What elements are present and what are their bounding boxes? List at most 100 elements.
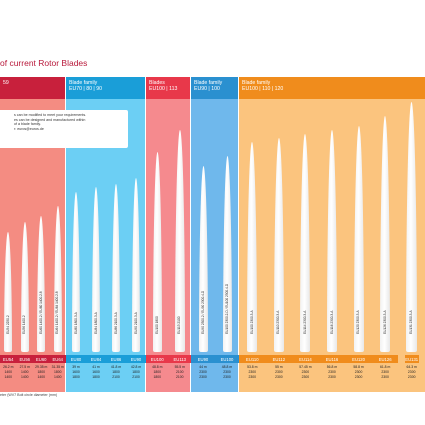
note-line: es can be designed and manufactured with… [14, 117, 86, 122]
blade-model: EU80 [66, 355, 86, 363]
blade-label: EU100 2300.2-D / EU100 2300.4-D [224, 283, 229, 334]
blade-label: EU116 2300.3-A [329, 310, 334, 334]
page-title: of current Rotor Blades [0, 58, 88, 68]
blade-label: EU100 2300.3-A [249, 310, 254, 334]
blade-spec: 2300 [223, 370, 231, 374]
blade-label: EU120 2300.3-A [356, 310, 361, 334]
blade-model: EU116 [318, 355, 346, 363]
rotor-blade [198, 166, 208, 352]
blade-label: EU110 2300.3-A [276, 310, 281, 334]
blade-spec: 2100 [175, 370, 184, 374]
rotor-blade [353, 126, 364, 352]
rotor-blade [247, 142, 258, 352]
blade-spec: 2100 [175, 375, 184, 379]
blade-label: EU131 2300.3-A [409, 310, 414, 334]
blade-spec: 2300 [199, 375, 207, 379]
blade-spec: 1800 [112, 370, 120, 374]
rotor-blade [174, 130, 185, 352]
blade-label: EU56 1400.2 [22, 315, 27, 334]
blade-spec: 1400 [4, 375, 13, 379]
blade-spec: 2100 [112, 375, 120, 379]
blade-spec: 1800 [53, 370, 62, 374]
blade-spec: 2300 [248, 375, 257, 379]
blade-model: EU131 [404, 355, 419, 363]
rotor-blade [300, 134, 311, 352]
blade-family-header: Blades EU100 | 113 [146, 77, 191, 99]
blade-family-title: 59 [3, 79, 9, 86]
blade-label: EU86 2100.3-A [113, 312, 118, 334]
blade-family-header: Blade family EU100 | 110 | 120 [239, 77, 425, 99]
blade-spec: 1400 [4, 370, 13, 374]
blade-family-models: EU100 | 110 | 120 [242, 85, 284, 92]
blade-spec: 2300 [407, 375, 416, 379]
blade-model: EU64 [48, 355, 67, 363]
blade-label: EU90 2300.2 / EU90 2300.4-D [200, 290, 205, 334]
rotor-blade [72, 192, 80, 352]
footer-note: eter (WV7 Bolt circle diameter (mm) [0, 393, 58, 397]
blade-model: EU84 [86, 355, 106, 363]
blade-spec: 2300 [381, 375, 389, 379]
blade-spec: 1400 [20, 375, 29, 379]
rotor-blade [112, 184, 120, 352]
rotor-blade [222, 156, 232, 352]
blade-spec: 39 m [72, 365, 80, 369]
blade-family-title: Blade family [242, 79, 271, 86]
blade-spec: 2300 [199, 370, 207, 374]
blade-spec: 26.2 m [3, 365, 14, 369]
blade-spec: 2300 [275, 375, 283, 379]
blade-model: EU100 [146, 355, 169, 363]
blade-spec: 42.8 m [130, 365, 142, 369]
info-note: s can be modified to meet your requireme… [0, 110, 128, 148]
blade-label: EU113 2100 [177, 316, 182, 335]
blade-family-models: EU70 | 80 | 90 [69, 85, 102, 92]
blade-spec: 1400 [20, 370, 29, 374]
blade-label: EU100 1800 [154, 316, 159, 334]
blade-spec: 1800 [132, 370, 140, 374]
rotor-blade [152, 152, 162, 352]
blade-label: EU114 2300.3-A [302, 310, 307, 334]
note-line: r: euros@euros.de [14, 126, 44, 131]
blade-label: EU90 2100.3-A [133, 312, 138, 334]
note-line: of a blade family. [14, 122, 41, 127]
blade-model: EU86 [106, 355, 126, 363]
blade-model: EU114 [292, 355, 319, 363]
blade-spec: 29.35 m [35, 365, 48, 369]
blade-model: EU120 [345, 355, 372, 363]
blade-family-header: 59 [0, 77, 66, 99]
blade-model: EU60 [33, 355, 50, 363]
blade-family-models: EU100 | 113 [149, 85, 178, 92]
rotor-blade [92, 187, 100, 352]
rotor-blade [4, 232, 13, 352]
rotor-blade [20, 222, 29, 352]
blade-spec: 2300 [354, 375, 363, 379]
blade-model: EU113 [168, 355, 192, 363]
blade-spec: 55.5 m [174, 365, 185, 369]
rotor-blade [53, 206, 62, 352]
blade-spec: 1600 [72, 370, 80, 374]
blade-model: EU110 [239, 355, 266, 363]
blade-spec: 2300 [301, 375, 310, 379]
blade-family-header: Blade family EU70 | 80 | 90 [66, 77, 146, 99]
blade-label: EU80 1800.3-A [73, 312, 78, 334]
blade-spec: 27.5 m [19, 365, 30, 369]
blade-spec: 2300 [248, 370, 257, 374]
blade-spec: 48.8 m [221, 365, 233, 369]
blade-model: EU100 [214, 355, 240, 363]
blade-spec: 1800 [153, 375, 162, 379]
blade-label: EU84 1800.3-A [93, 312, 98, 334]
blade-spec: 1600 [92, 370, 100, 374]
blade-spec: 2300 [328, 375, 336, 379]
blade-model: EU112 [265, 355, 293, 363]
blade-spec: 2300 [354, 370, 363, 374]
blade-family-title: Blades [149, 79, 165, 86]
blade-model: EU90 [125, 355, 147, 363]
blade-family-title: Blade family [69, 79, 98, 86]
blade-spec: 64.3 m [406, 365, 417, 369]
blade-model: EU54 [0, 355, 17, 363]
rotor-blade [406, 102, 418, 352]
blade-spec: 1800 [92, 375, 100, 379]
blade-spec: 2300 [223, 375, 231, 379]
blade-spec: 1400 [37, 375, 46, 379]
blade-family-models: EU90 | 100 [194, 85, 220, 92]
blade-spec: 57.45 m [299, 365, 312, 369]
